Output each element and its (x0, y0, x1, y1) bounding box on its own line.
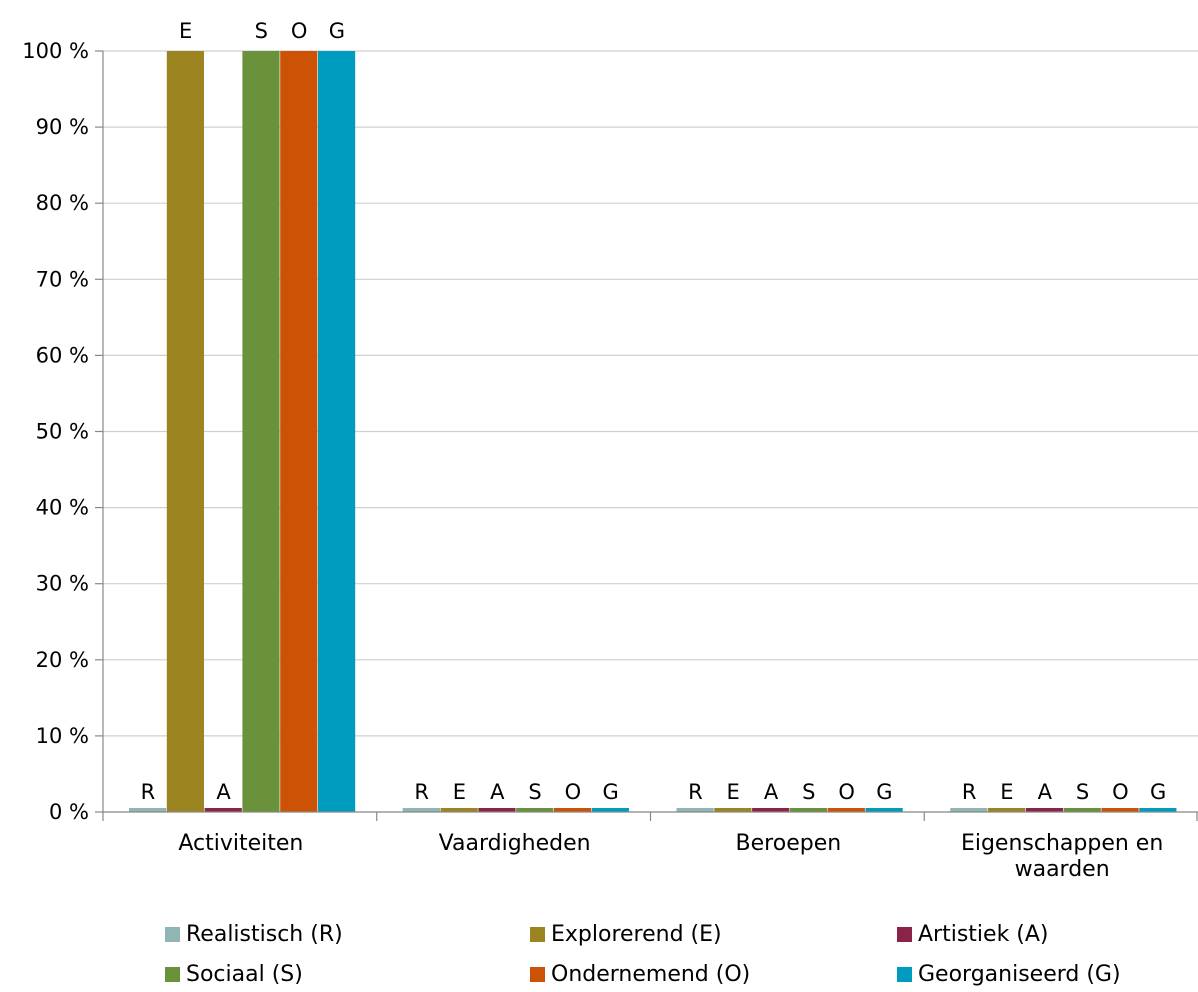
bar (516, 808, 554, 812)
bar (789, 808, 828, 812)
legend-item: Realistisch (R) (165, 916, 343, 952)
axes (102, 51, 1198, 821)
bar (714, 808, 752, 812)
y-tick-label: 20 % (36, 648, 89, 672)
y-tick-label: 30 % (36, 572, 89, 596)
bar (752, 808, 790, 812)
y-axis-ticks: 0 % 10 % 20 % 30 % 40 % 50 % 60 % 70 % 80 % 90 % 1… (22, 39, 103, 824)
data-label: E (179, 19, 192, 43)
data-label: E (1000, 780, 1013, 804)
category-labels: Activiteiten Vaardigheden Beroepen Eigensch… (178, 831, 1163, 882)
y-tick-label: 10 % (36, 724, 89, 748)
legend-swatch (530, 926, 545, 942)
y-tick-label: 80 % (36, 191, 89, 215)
data-label: S (255, 19, 268, 43)
data-label: S (528, 780, 541, 804)
y-tick-label: 90 % (36, 115, 89, 139)
legend-item: Sociaal (S) (165, 956, 303, 992)
data-label: O (291, 19, 308, 43)
y-tick-label: 70 % (36, 267, 89, 291)
data-label: R (688, 780, 703, 804)
y-tick-label: 60 % (36, 343, 89, 367)
legend-label: Realistisch (R) (186, 921, 343, 947)
y-tick-label: 100 % (22, 39, 89, 63)
legend-item: Georganiseerd (G) (897, 956, 1121, 992)
bar (553, 808, 592, 812)
bar-chart: 0 % 10 % 20 % 30 % 40 % 50 % 60 % 70 % 80 % 90 % 1… (22, 19, 1198, 882)
legend-swatch (530, 966, 545, 982)
bar (676, 808, 714, 812)
bar (440, 808, 478, 812)
category-label: Vaardigheden (439, 831, 591, 856)
bar (242, 51, 280, 812)
bar (988, 808, 1026, 812)
legend-item: Ondernemend (O) (530, 956, 750, 992)
data-label: A (1038, 780, 1053, 804)
bar (166, 51, 204, 812)
bar (478, 808, 516, 812)
legend-label: Georganiseerd (G) (918, 961, 1121, 987)
data-label: E (453, 780, 466, 804)
legend-swatch (165, 926, 180, 942)
bar (1139, 808, 1177, 812)
legend-swatch (897, 926, 912, 942)
data-label: G (1150, 780, 1166, 804)
legend: Realistisch (R) Explorerend (E) Artistiek … (0, 912, 1198, 989)
bar (129, 808, 167, 812)
data-label: S (802, 780, 815, 804)
legend-label: Artistiek (A) (918, 921, 1049, 947)
bar (1063, 808, 1101, 812)
data-label: A (216, 780, 231, 804)
legend-label: Explorerend (E) (551, 921, 722, 947)
data-label: R (141, 780, 156, 804)
category-label: Activiteiten (178, 831, 303, 856)
bar (402, 808, 440, 812)
data-label: R (414, 780, 429, 804)
data-label: O (1112, 780, 1129, 804)
data-label: G (603, 780, 619, 804)
data-label: A (490, 780, 505, 804)
y-tick-label: 50 % (36, 420, 89, 444)
data-label: O (838, 780, 855, 804)
bar (865, 808, 903, 812)
data-label: O (565, 780, 582, 804)
category-label: Eigenschappen en waarden (961, 831, 1163, 882)
legend-item: Artistiek (A) (897, 916, 1049, 952)
legend-label: Ondernemend (O) (551, 961, 751, 987)
bar (280, 51, 318, 812)
y-tick-label: 0 % (49, 800, 89, 824)
bar (591, 808, 629, 812)
data-label: S (1076, 780, 1089, 804)
bar (1101, 808, 1139, 812)
bar (204, 808, 242, 812)
legend-swatch (165, 966, 180, 982)
bar (950, 808, 988, 812)
bar (1025, 808, 1064, 812)
bars (129, 51, 1177, 812)
data-label: E (727, 780, 740, 804)
legend-label: Sociaal (S) (186, 961, 303, 987)
legend-item: Explorerend (E) (530, 916, 722, 952)
bar (827, 808, 865, 812)
category-label: Beroepen (736, 831, 842, 856)
bar (318, 51, 356, 812)
data-label: R (962, 780, 977, 804)
legend-swatch (897, 966, 912, 982)
data-label: A (764, 780, 779, 804)
data-label: G (329, 19, 345, 43)
data-label: G (876, 780, 892, 804)
y-tick-label: 40 % (36, 496, 89, 520)
